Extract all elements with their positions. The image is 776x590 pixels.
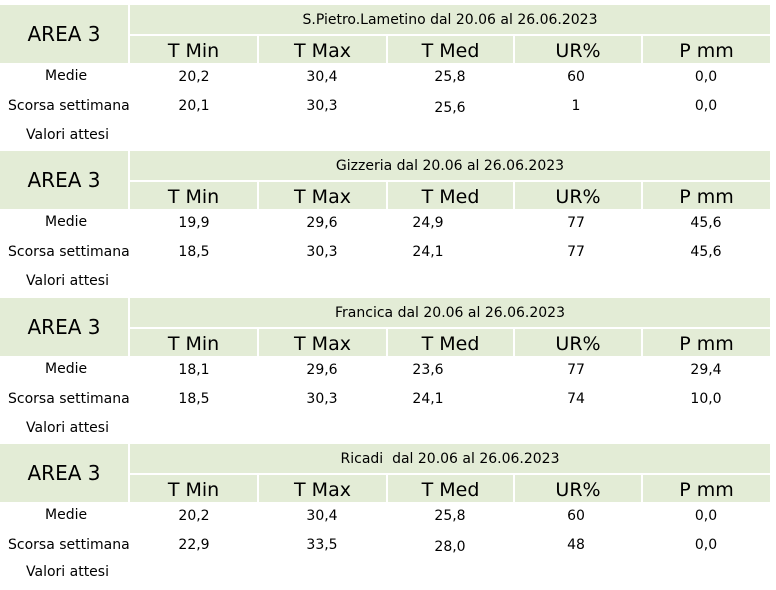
medie-ur: 77 — [567, 215, 585, 231]
medie-ur: 60 — [567, 508, 585, 524]
scorsa-t-med: 24,1 — [412, 244, 444, 260]
table-header: AREA 3 S.Pietro.Lametino dal 20.06 al 26… — [0, 5, 770, 63]
col-t-max: T Max — [294, 186, 351, 208]
row-label-medie: Medie — [45, 214, 88, 230]
table-header: AREA 3 Ricadi dal 20.06 al 26.06.2023 T … — [0, 444, 770, 502]
scorsa-ur: 1 — [571, 98, 581, 114]
scorsa-p-mm: 45,6 — [690, 244, 722, 260]
col-t-min: T Min — [167, 186, 220, 208]
row-label-valori-attesi: Valori attesi — [26, 127, 109, 143]
col-t-max: T Max — [294, 333, 351, 355]
col-t-min: T Min — [167, 479, 220, 501]
medie-t-min: 18,1 — [178, 362, 210, 378]
row-label-medie: Medie — [45, 507, 88, 523]
scorsa-t-min: 20,1 — [178, 98, 210, 114]
col-p-mm: P mm — [679, 333, 734, 355]
row-label-scorsa-settimana: Scorsa settimana — [8, 537, 130, 553]
col-t-max: T Max — [294, 479, 351, 501]
col-p-mm: P mm — [679, 186, 734, 208]
station-title: Ricadi dal 20.06 al 26.06.2023 — [340, 450, 560, 467]
row-label-valori-attesi: Valori attesi — [26, 273, 109, 289]
medie-t-max: 30,4 — [306, 508, 338, 524]
row-label-valori-attesi: Valori attesi — [26, 564, 109, 580]
medie-t-min: 19,9 — [178, 215, 210, 231]
station-title: Francica dal 20.06 al 26.06.2023 — [335, 304, 565, 321]
scorsa-t-med: 28,0 — [434, 539, 466, 555]
scorsa-t-med: 24,1 — [412, 391, 444, 407]
medie-t-med: 24,9 — [412, 215, 444, 231]
col-ur: UR% — [555, 186, 601, 208]
medie-t-min: 20,2 — [178, 69, 210, 85]
col-p-mm: P mm — [679, 40, 734, 62]
medie-t-med: 23,6 — [412, 362, 444, 378]
medie-t-min: 20,2 — [178, 508, 210, 524]
col-ur: UR% — [555, 40, 601, 62]
scorsa-ur: 48 — [567, 537, 585, 553]
area-label: AREA 3 — [27, 22, 101, 46]
medie-ur: 77 — [567, 362, 585, 378]
area-label: AREA 3 — [27, 461, 101, 485]
medie-t-med: 25,8 — [434, 69, 466, 85]
station-table-francica: AREA 3 Francica dal 20.06 al 26.06.2023 … — [0, 298, 770, 444]
station-title: Gizzeria dal 20.06 al 26.06.2023 — [335, 157, 565, 174]
col-t-med: T Med — [421, 479, 480, 501]
col-t-min: T Min — [167, 40, 220, 62]
scorsa-t-min: 18,5 — [178, 244, 210, 260]
station-table-gizzeria: AREA 3 Gizzeria dal 20.06 al 26.06.2023 … — [0, 151, 770, 297]
scorsa-t-max: 33,5 — [306, 537, 338, 553]
scorsa-ur: 77 — [567, 244, 585, 260]
medie-t-max: 30,4 — [306, 69, 338, 85]
scorsa-t-med: 25,6 — [434, 100, 466, 116]
medie-ur: 60 — [567, 69, 585, 85]
col-t-med: T Med — [421, 186, 480, 208]
col-p-mm: P mm — [679, 479, 734, 501]
row-label-valori-attesi: Valori attesi — [26, 420, 109, 436]
area-label: AREA 3 — [27, 315, 101, 339]
medie-p-mm: 45,6 — [690, 215, 722, 231]
row-label-medie: Medie — [45, 68, 88, 84]
scorsa-ur: 74 — [567, 391, 585, 407]
scorsa-t-max: 30,3 — [306, 244, 338, 260]
scorsa-p-mm: 10,0 — [690, 391, 722, 407]
medie-p-mm: 0,0 — [694, 508, 718, 524]
medie-t-med: 25,8 — [434, 508, 466, 524]
medie-t-max: 29,6 — [306, 215, 338, 231]
row-label-medie: Medie — [45, 361, 88, 377]
station-title: S.Pietro.Lametino dal 20.06 al 26.06.202… — [302, 11, 598, 28]
col-ur: UR% — [555, 479, 601, 501]
col-ur: UR% — [555, 333, 601, 355]
area-label: AREA 3 — [27, 168, 101, 192]
scorsa-t-min: 18,5 — [178, 391, 210, 407]
medie-t-max: 29,6 — [306, 362, 338, 378]
scorsa-t-max: 30,3 — [306, 391, 338, 407]
medie-p-mm: 0,0 — [694, 69, 718, 85]
row-label-scorsa-settimana: Scorsa settimana — [8, 98, 130, 114]
medie-p-mm: 29,4 — [690, 362, 722, 378]
scorsa-t-max: 30,3 — [306, 98, 338, 114]
table-header: AREA 3 Francica dal 20.06 al 26.06.2023 … — [0, 298, 770, 356]
station-table-san-pietro-lametino: AREA 3 S.Pietro.Lametino dal 20.06 al 26… — [0, 5, 770, 151]
scorsa-p-mm: 0,0 — [694, 98, 718, 114]
table-header: AREA 3 Gizzeria dal 20.06 al 26.06.2023 … — [0, 151, 770, 209]
row-label-scorsa-settimana: Scorsa settimana — [8, 244, 130, 260]
scorsa-p-mm: 0,0 — [694, 537, 718, 553]
row-label-scorsa-settimana: Scorsa settimana — [8, 391, 130, 407]
col-t-min: T Min — [167, 333, 220, 355]
scorsa-t-min: 22,9 — [178, 537, 210, 553]
col-t-med: T Med — [421, 40, 480, 62]
col-t-max: T Max — [294, 40, 351, 62]
station-table-ricadi: AREA 3 Ricadi dal 20.06 al 26.06.2023 T … — [0, 444, 770, 590]
col-t-med: T Med — [421, 333, 480, 355]
